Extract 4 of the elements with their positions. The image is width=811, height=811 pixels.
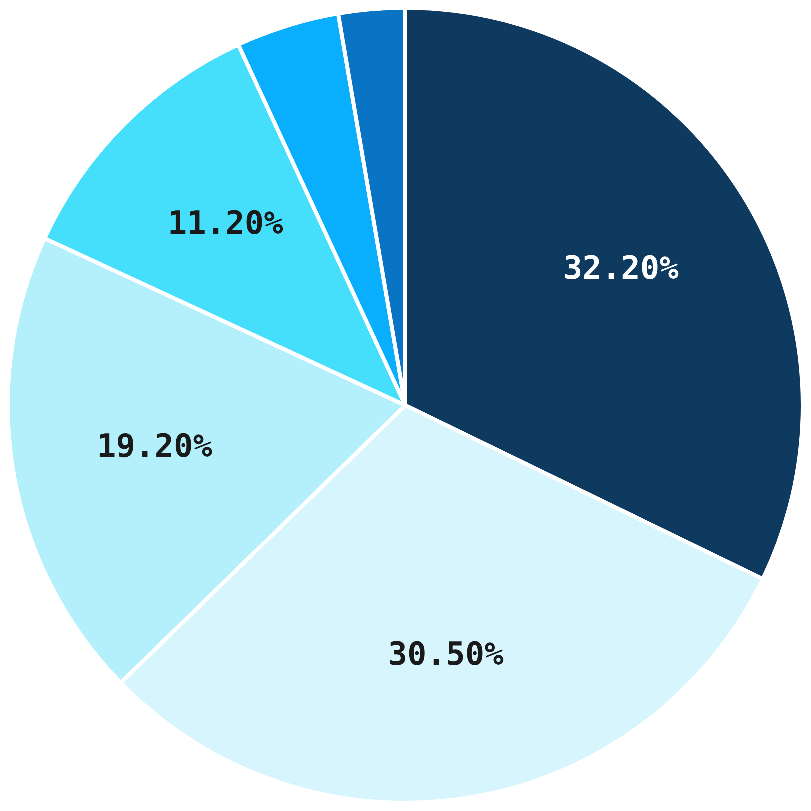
data-label: 30.50%	[388, 634, 505, 673]
data-label: 11.20%	[168, 204, 284, 242]
data-label: 32.20%	[563, 248, 680, 287]
data-label: 19.20%	[96, 426, 214, 465]
